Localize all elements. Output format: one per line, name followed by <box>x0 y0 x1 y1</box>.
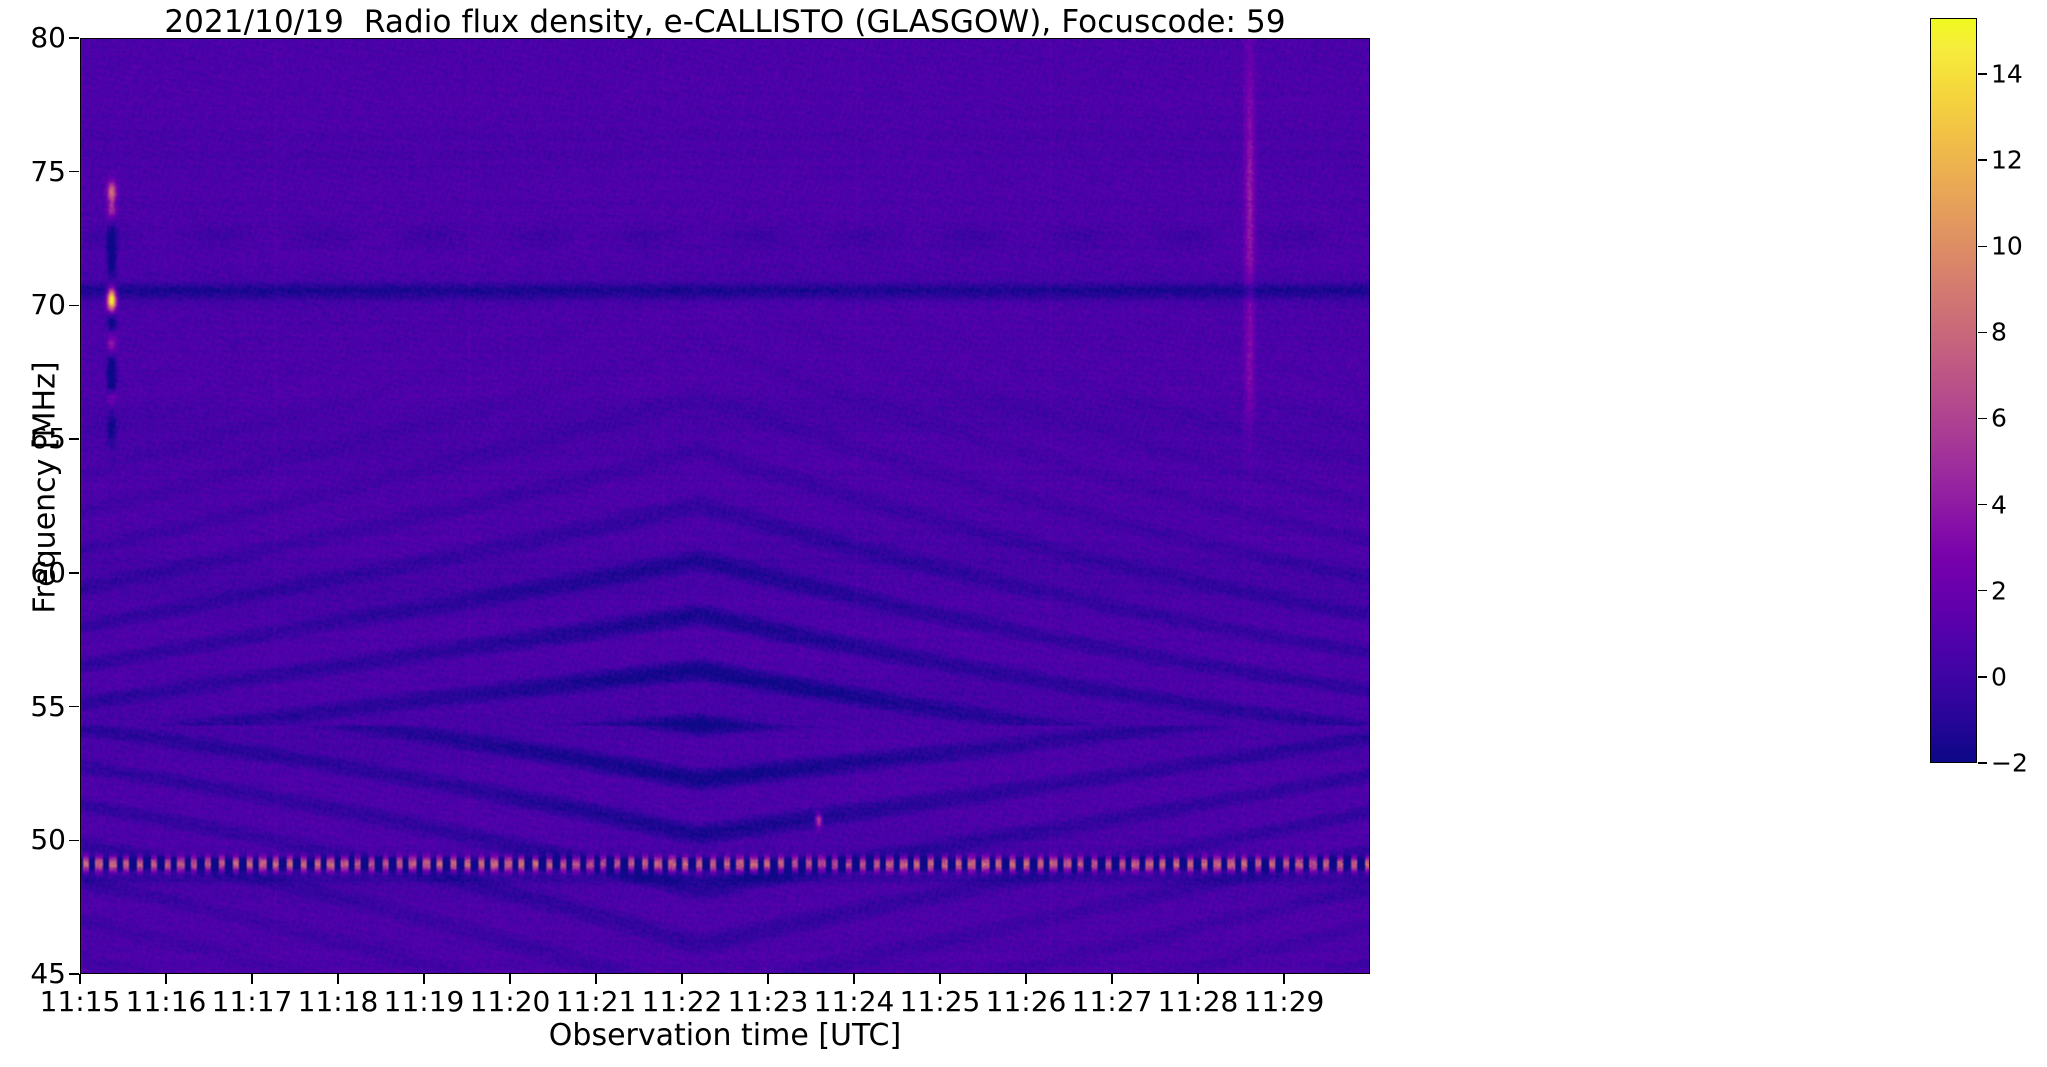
colorbar-tick-label: 4 <box>1991 490 2007 520</box>
colorbar-tick <box>1978 245 1987 247</box>
chart-title: 2021/10/19 Radio flux density, e-CALLIST… <box>164 4 1286 40</box>
y-axis-tick-label: 65 <box>30 422 66 456</box>
x-axis-tick-label: 11:15 <box>39 985 121 1018</box>
y-axis-tick-label: 45 <box>30 957 66 990</box>
x-axis-tick-label: 11:20 <box>469 985 551 1018</box>
y-axis-tick <box>69 438 79 440</box>
colorbar <box>1930 18 1977 763</box>
colorbar-tick <box>1978 503 1987 506</box>
x-axis-title: Observation time [UTC] <box>548 1018 902 1053</box>
x-axis-tick <box>251 974 253 984</box>
x-axis-tick <box>165 974 167 984</box>
x-axis-tick-label: 11:24 <box>813 985 895 1018</box>
y-axis-tick <box>69 705 79 708</box>
y-axis-tick <box>69 572 79 574</box>
y-axis-tick-label: 80 <box>30 21 66 54</box>
x-axis-tick <box>1025 974 1027 984</box>
y-axis-tick-label: 50 <box>30 823 66 857</box>
spectrogram-plot-area <box>80 38 1370 974</box>
y-axis-tick <box>69 839 79 841</box>
x-axis-tick <box>1197 974 1199 984</box>
x-axis-tick <box>423 974 425 984</box>
colorbar-tick-label: 10 <box>1991 231 2023 261</box>
y-axis-tick-label: 75 <box>30 154 66 188</box>
x-axis-tick <box>681 974 683 984</box>
y-axis-tick-label: 70 <box>30 288 66 322</box>
y-axis-title: Frequency [MHz] <box>27 361 63 614</box>
colorbar-tick-label: 0 <box>1991 662 2007 692</box>
colorbar-tick <box>1978 331 1987 333</box>
colorbar-tick <box>1978 762 1987 764</box>
x-axis-tick <box>939 974 941 984</box>
x-axis-tick <box>853 974 855 984</box>
colorbar-tick <box>1978 676 1987 678</box>
x-axis-tick <box>1111 974 1113 984</box>
x-axis-tick-label: 11:27 <box>1071 985 1153 1018</box>
x-axis-tick-label: 11:18 <box>297 985 379 1018</box>
colorbar-tick <box>1978 159 1987 161</box>
y-axis-tick <box>69 171 79 173</box>
spectrogram-image <box>81 39 1369 973</box>
y-axis-tick-label: 60 <box>30 555 66 589</box>
y-axis-tick <box>69 973 79 975</box>
colorbar-tick <box>1978 417 1987 420</box>
x-axis-tick-label: 11:26 <box>985 985 1067 1018</box>
x-axis-tick-label: 11:19 <box>383 985 465 1018</box>
colorbar-tick-label: 6 <box>1991 403 2007 433</box>
colorbar-tick-label: 14 <box>1991 59 2023 89</box>
x-axis-tick <box>1283 974 1285 984</box>
x-axis-tick <box>509 974 511 984</box>
x-axis-tick-label: 11:22 <box>641 985 723 1018</box>
colorbar-gradient <box>1931 19 1976 762</box>
x-axis-tick-label: 11:28 <box>1157 985 1239 1018</box>
y-axis-tick-labels: 80 75 70 65 60 55 50 45 <box>0 0 66 1067</box>
x-axis-tick-label: 11:16 <box>125 985 207 1018</box>
colorbar-tick-label: 2 <box>1991 576 2007 606</box>
x-axis-tick <box>79 974 81 984</box>
x-axis-tick-label: 11:21 <box>555 985 637 1018</box>
colorbar-tick <box>1978 590 1987 592</box>
x-axis-tick-label: 11:25 <box>899 985 981 1018</box>
x-axis-tick-label: 11:17 <box>211 985 293 1018</box>
colorbar-tick-label: −2 <box>1991 748 2028 778</box>
colorbar-tick <box>1978 73 1987 75</box>
colorbar-tick-label: 12 <box>1991 145 2023 175</box>
x-axis-tick <box>595 974 597 984</box>
y-axis-tick <box>69 304 79 307</box>
x-axis-tick-label: 11:29 <box>1243 985 1325 1018</box>
x-axis-tick <box>767 974 769 984</box>
x-axis-tick-label: 11:23 <box>727 985 809 1018</box>
x-axis-tick <box>337 974 339 984</box>
y-axis-tick <box>69 37 79 39</box>
colorbar-tick-label: 8 <box>1991 317 2007 347</box>
y-axis-tick-label: 55 <box>30 689 66 723</box>
